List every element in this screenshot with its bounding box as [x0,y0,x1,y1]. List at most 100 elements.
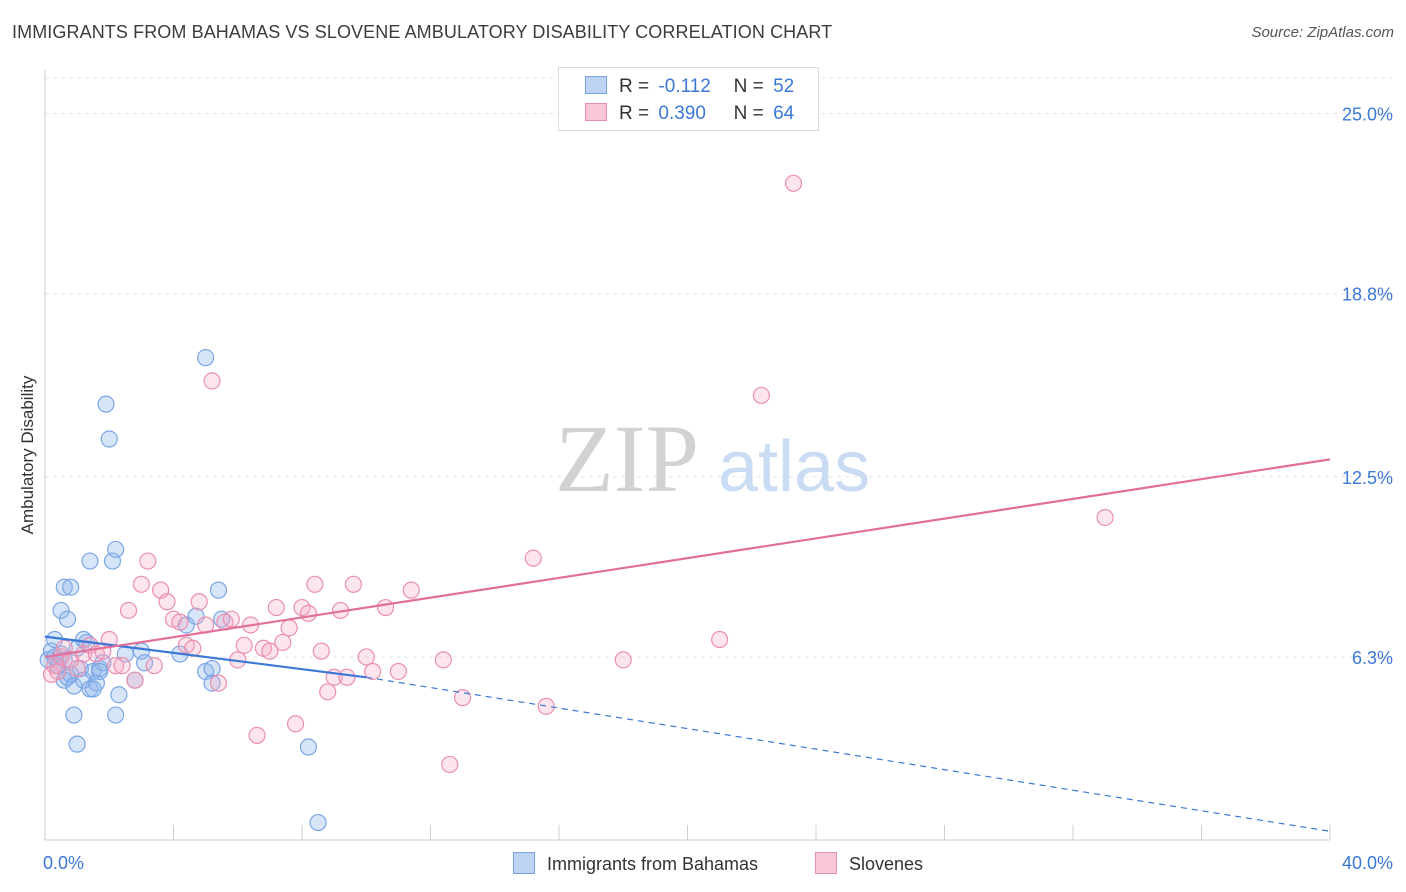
slovenes-point [139,552,157,570]
slovenes-point [537,697,555,715]
correlation-legend: R = -0.112 N = 52 R = 0.390 N = 64 [558,67,819,131]
bahamas-point [213,610,231,628]
slovenes-point [306,575,324,593]
slovenes-point [1096,508,1114,527]
slovenes-point [274,633,292,652]
bahamas-point [203,659,221,678]
bahamas-point [55,578,73,596]
bahamas-trend-extension [366,676,1331,832]
slovenes-point [299,604,318,622]
slovenes-point [158,593,176,611]
bahamas-points [39,349,327,832]
slovenes-point [68,659,86,678]
slovenes-point [524,549,542,567]
watermark-atlas: atlas [718,427,870,507]
slovenes-point [752,386,770,405]
slovenes-point [267,598,285,617]
bahamas-point [52,601,70,620]
chart-title: IMMIGRANTS FROM BAHAMAS VS SLOVENE AMBUL… [12,22,833,42]
slovenes-point [113,657,131,675]
slovenes-point [107,657,125,675]
slovenes-point [441,755,459,774]
slovenes-point [614,651,632,669]
slovenes-point [235,636,253,654]
grid-lines [45,77,1392,658]
slovenes-point [402,581,420,599]
watermark-zip: ZIP [555,405,699,512]
slovenes-legend-label: Slovenes [849,854,924,874]
slovenes-n-value: 64 [773,103,795,124]
axes [44,70,1331,841]
bahamas-point [65,706,83,724]
bahamas-point [209,581,228,599]
bahamas-point [110,686,128,704]
y-tick-label: 6.3% [1352,648,1393,668]
y-tick-labels: 6.3% 12.5% 18.8% 25.0% [1342,105,1393,668]
y-tick-label: 25.0% [1342,105,1393,125]
slovenes-point [280,619,298,637]
x-tick-label: 40.0% [1342,853,1393,873]
slovenes-point [145,657,163,675]
bahamas-point [97,395,115,413]
bahamas-point [135,654,154,672]
slovenes-point [222,610,240,628]
bahamas-point [84,680,102,698]
watermark: ZIP atlas [555,405,870,512]
r-label: R = [619,76,650,97]
bahamas-point [299,738,318,756]
x-tick-labels: 0.0% 40.0% [43,853,1393,873]
bahamas-legend-swatch [513,852,535,874]
bahamas-legend-label: Immigrants from Bahamas [547,854,759,874]
slovenes-point [286,715,305,733]
legend-row-slovenes: R = 0.390 N = 64 [585,103,794,125]
slovenes-point [293,598,311,617]
source-label: Source: ZipAtlas.com [1251,24,1394,41]
bahamas-r-value: -0.112 [658,76,711,97]
slovenes-trend-line [44,458,1331,659]
slovenes-point [364,662,382,681]
slovenes-swatch [585,103,607,121]
slovenes-point [126,671,144,689]
slovenes-point [312,642,330,660]
bahamas-n-value: 52 [773,76,795,97]
bahamas-swatch [585,76,607,94]
slovenes-point [248,726,266,744]
slovenes-point [434,651,452,669]
slovenes-point [389,662,407,681]
bahamas-point [81,552,99,570]
bahamas-trend-line [44,635,367,679]
slovenes-legend-swatch [815,852,837,874]
slovenes-point [711,630,729,649]
bahamas-point [100,430,118,448]
x-tick-label: 0.0% [43,853,84,873]
bottom-legend-slovenes[interactable]: Slovenes [815,852,923,876]
slovenes-point [376,598,395,617]
y-axis-label: Ambulatory Disability [18,375,37,534]
bahamas-point [187,607,205,625]
slovenes-r-value: 0.390 [658,103,706,124]
slovenes-point [132,575,150,593]
bottom-legend-bahamas[interactable]: Immigrants from Bahamas [513,852,758,876]
bahamas-point [91,662,109,681]
y-tick-label: 12.5% [1342,468,1393,488]
bahamas-point [197,349,215,367]
slovenes-point [49,662,67,681]
bahamas-point [94,654,112,672]
slovenes-point [209,674,228,692]
slovenes-point [203,372,221,390]
r-label: R = [619,103,650,124]
slovenes-point [261,642,279,660]
bahamas-point [203,674,221,692]
bahamas-point [58,610,77,628]
n-label: N = [733,76,764,97]
slovenes-point [784,174,803,192]
slovenes-point [119,601,138,620]
slovenes-point [190,593,208,611]
y-tick-label: 18.8% [1342,285,1393,305]
slovenes-point [338,668,356,686]
bahamas-point [107,540,125,559]
slovenes-point [319,683,337,701]
slovenes-point [171,613,189,631]
slovenes-point [344,575,362,593]
